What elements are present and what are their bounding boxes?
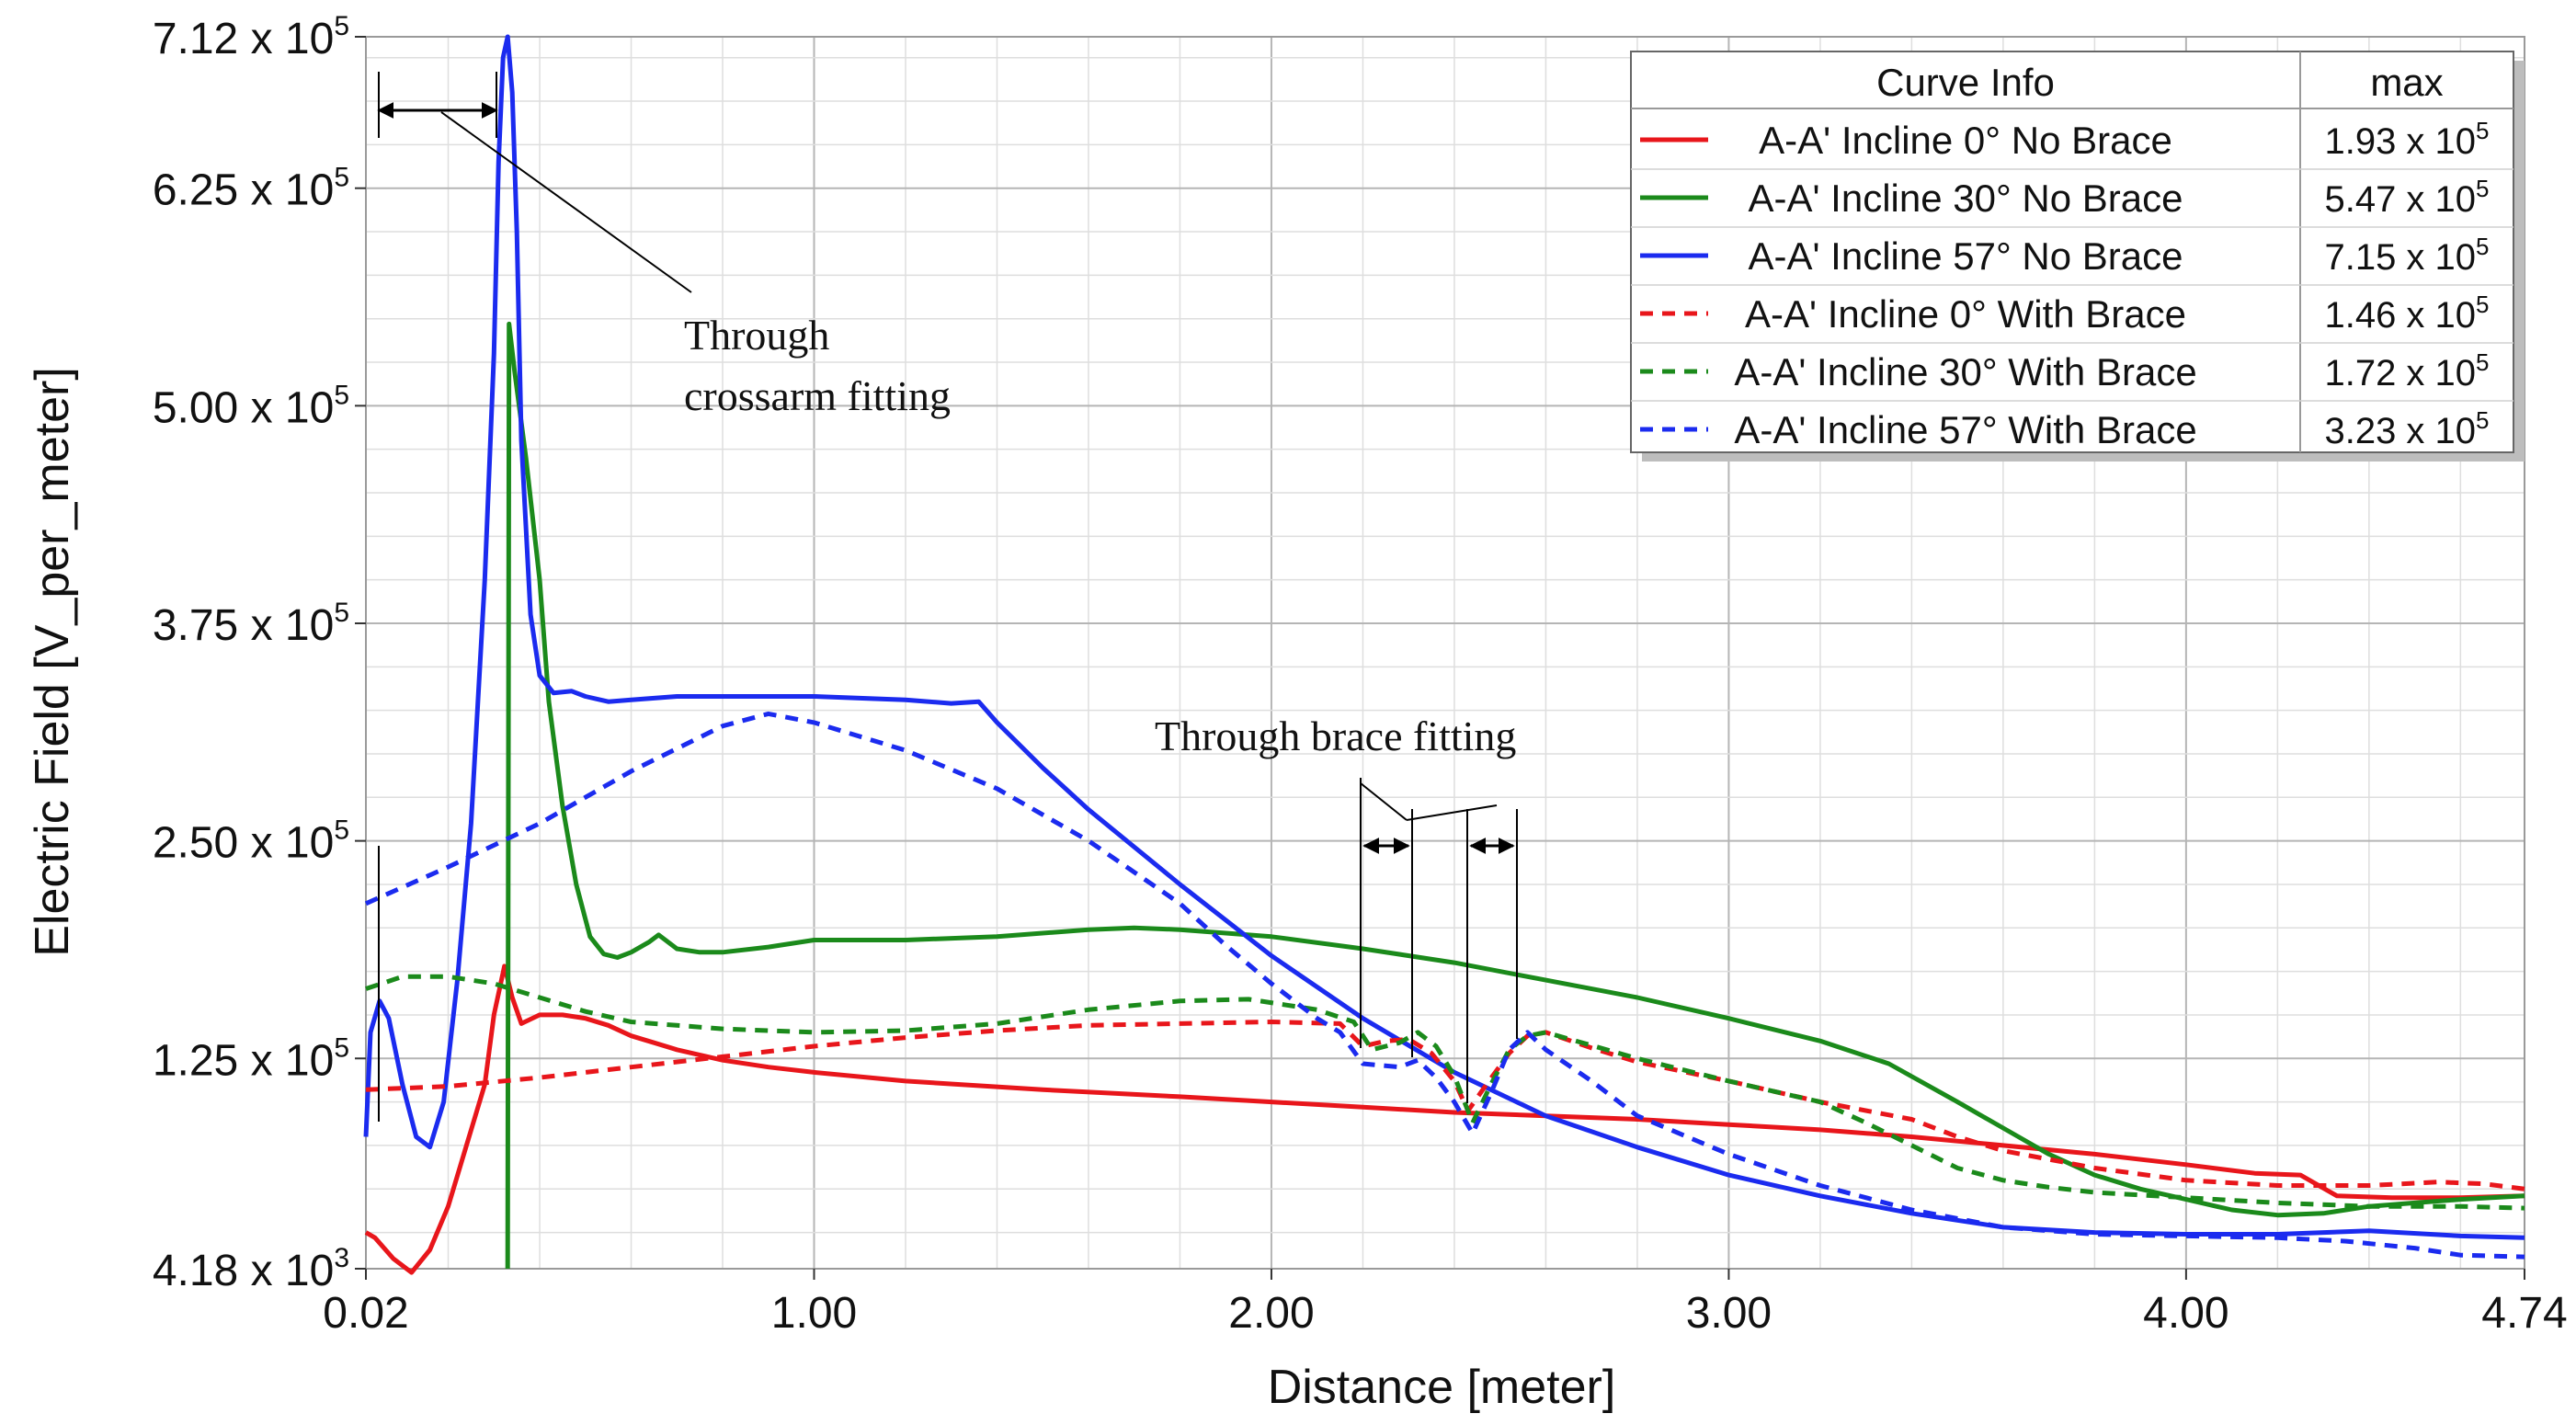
y-tick-label: 5.00 x 105: [153, 380, 349, 432]
legend-box: [1630, 51, 2514, 453]
y-axis-ticks: 4.18 x 103 1.25 x 105 2.50 x 105 3.75 x 105…: [153, 11, 366, 1295]
y-tick-label: 1.25 x 105: [153, 1032, 349, 1085]
legend-row: A-A' Incline 30° With Brace 1.72 x 105: [1631, 348, 2513, 402]
x-tick-label: 3.00: [1686, 1289, 1772, 1338]
x-axis-ticks: 0.02 1.00 2.00 3.00 4.00 4.74: [323, 1269, 2568, 1338]
y-tick-label: 2.50 x 105: [153, 815, 349, 868]
plot-frame: [365, 36, 2525, 1270]
legend-row: A-A' Incline 57° No Brace 7.15 x 105: [1631, 233, 2513, 286]
legend-max-value: 7.15 x 105: [2324, 233, 2489, 278]
annotation-crossarm-leader: [440, 111, 692, 293]
annotation-brace-fitting: Through brace fitting: [1155, 712, 1518, 1103]
annotation-brace-text: Through brace fitting: [1155, 712, 1516, 759]
legend-max-value: 5.47 x 105: [2324, 175, 2489, 220]
series-line-5: [364, 711, 2525, 1260]
y-tick-label: 4.18 x 103: [153, 1243, 349, 1295]
legend-label: A-A' Incline 0° With Brace: [1745, 292, 2186, 336]
legend-row: A-A' Incline 0° With Brace 1.46 x 105: [1631, 291, 2513, 344]
x-tick-label: 2.00: [1228, 1289, 1314, 1338]
legend-label: A-A' Incline 30° With Brace: [1734, 350, 2196, 393]
series-line-0: [364, 963, 2525, 1275]
legend-header-max: max: [2370, 61, 2443, 104]
annotation-brace-leader-right: [1406, 804, 1498, 821]
legend-header-curve-info: Curve Info: [1876, 61, 2055, 104]
legend-label: A-A' Incline 30° No Brace: [1748, 177, 2183, 220]
series-line-4: [365, 974, 2525, 1211]
y-axis-title: Electric Field [V_per_meter]: [26, 367, 79, 957]
legend-max-value: 3.23 x 105: [2324, 406, 2489, 451]
x-axis-title: Distance [meter]: [1268, 1361, 1616, 1414]
annotation-brace-leader-left: [1360, 782, 1408, 821]
y-tick-label: 3.75 x 105: [153, 598, 349, 650]
x-tick-label: 0.02: [323, 1289, 408, 1338]
legend: Curve Info max A-A' Incline 0° No Brace 1…: [1630, 51, 2525, 462]
legend-label: A-A' Incline 57° With Brace: [1734, 408, 2196, 451]
legend-max-value: 1.93 x 105: [2324, 117, 2489, 162]
legend-max-value: 1.72 x 105: [2324, 348, 2489, 393]
annotation-crossarm-fitting: Through crossarm fitting: [377, 72, 951, 419]
legend-label: A-A' Incline 57° No Brace: [1748, 234, 2183, 278]
legend-row: A-A' Incline 57° With Brace 3.23 x 105: [1640, 406, 2490, 451]
y-tick-label: 6.25 x 105: [153, 163, 349, 215]
annotation-crossarm-text-line1: Through: [684, 312, 829, 359]
annotation-crossarm-text-line2: crossarm fitting: [684, 372, 951, 419]
legend-row: A-A' Incline 0° No Brace 1.93 x 105: [1631, 117, 2513, 170]
x-tick-label: 4.74: [2481, 1289, 2567, 1338]
legend-label: A-A' Incline 0° No Brace: [1759, 119, 2172, 162]
y-tick-label: 7.12 x 105: [153, 11, 349, 63]
x-tick-label: 4.00: [2143, 1289, 2228, 1338]
legend-max-value: 1.46 x 105: [2324, 291, 2489, 336]
x-tick-label: 1.00: [771, 1289, 857, 1338]
series-layer: [363, 34, 2525, 1275]
series-line-2: [363, 34, 2525, 1240]
legend-row: A-A' Incline 30° No Brace 5.47 x 105: [1631, 175, 2513, 228]
